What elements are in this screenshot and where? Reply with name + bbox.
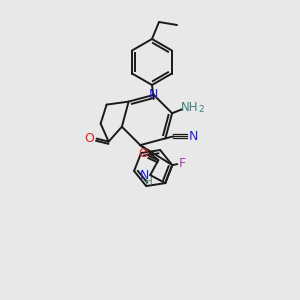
Text: F: F [179,157,186,169]
Text: NH: NH [182,101,199,114]
Text: 2: 2 [198,105,204,114]
Text: N: N [140,169,149,182]
Text: H: H [146,177,153,187]
Text: N: N [149,88,158,101]
Text: O: O [85,132,94,145]
Text: O: O [138,147,148,160]
Text: N: N [189,130,198,143]
